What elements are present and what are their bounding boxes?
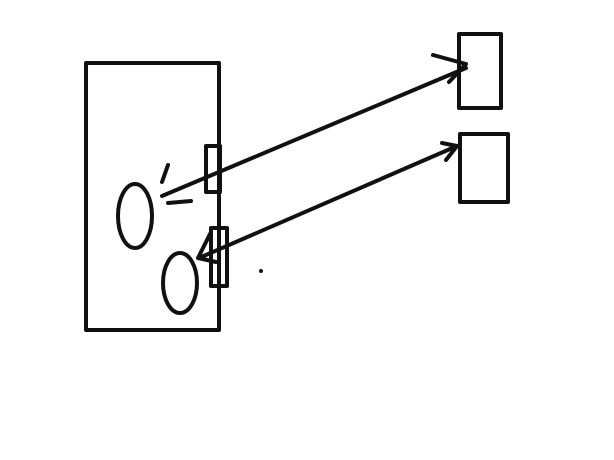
incoming-arrow xyxy=(197,144,459,260)
upper-port xyxy=(204,144,222,194)
lower-port xyxy=(209,226,229,288)
lower-oval xyxy=(161,251,199,315)
outgoing-arrowhead xyxy=(431,53,468,84)
stray-dot xyxy=(259,269,263,273)
outgoing-arrow xyxy=(160,66,468,198)
incoming-arrowhead-left xyxy=(196,230,218,264)
upper-oval xyxy=(116,182,154,250)
sketch-mark-upper xyxy=(160,163,170,184)
lower-target-box xyxy=(458,132,510,204)
device-box xyxy=(84,61,221,332)
sketch-mark-lower xyxy=(166,199,193,205)
incoming-arrowhead-right xyxy=(440,141,459,162)
